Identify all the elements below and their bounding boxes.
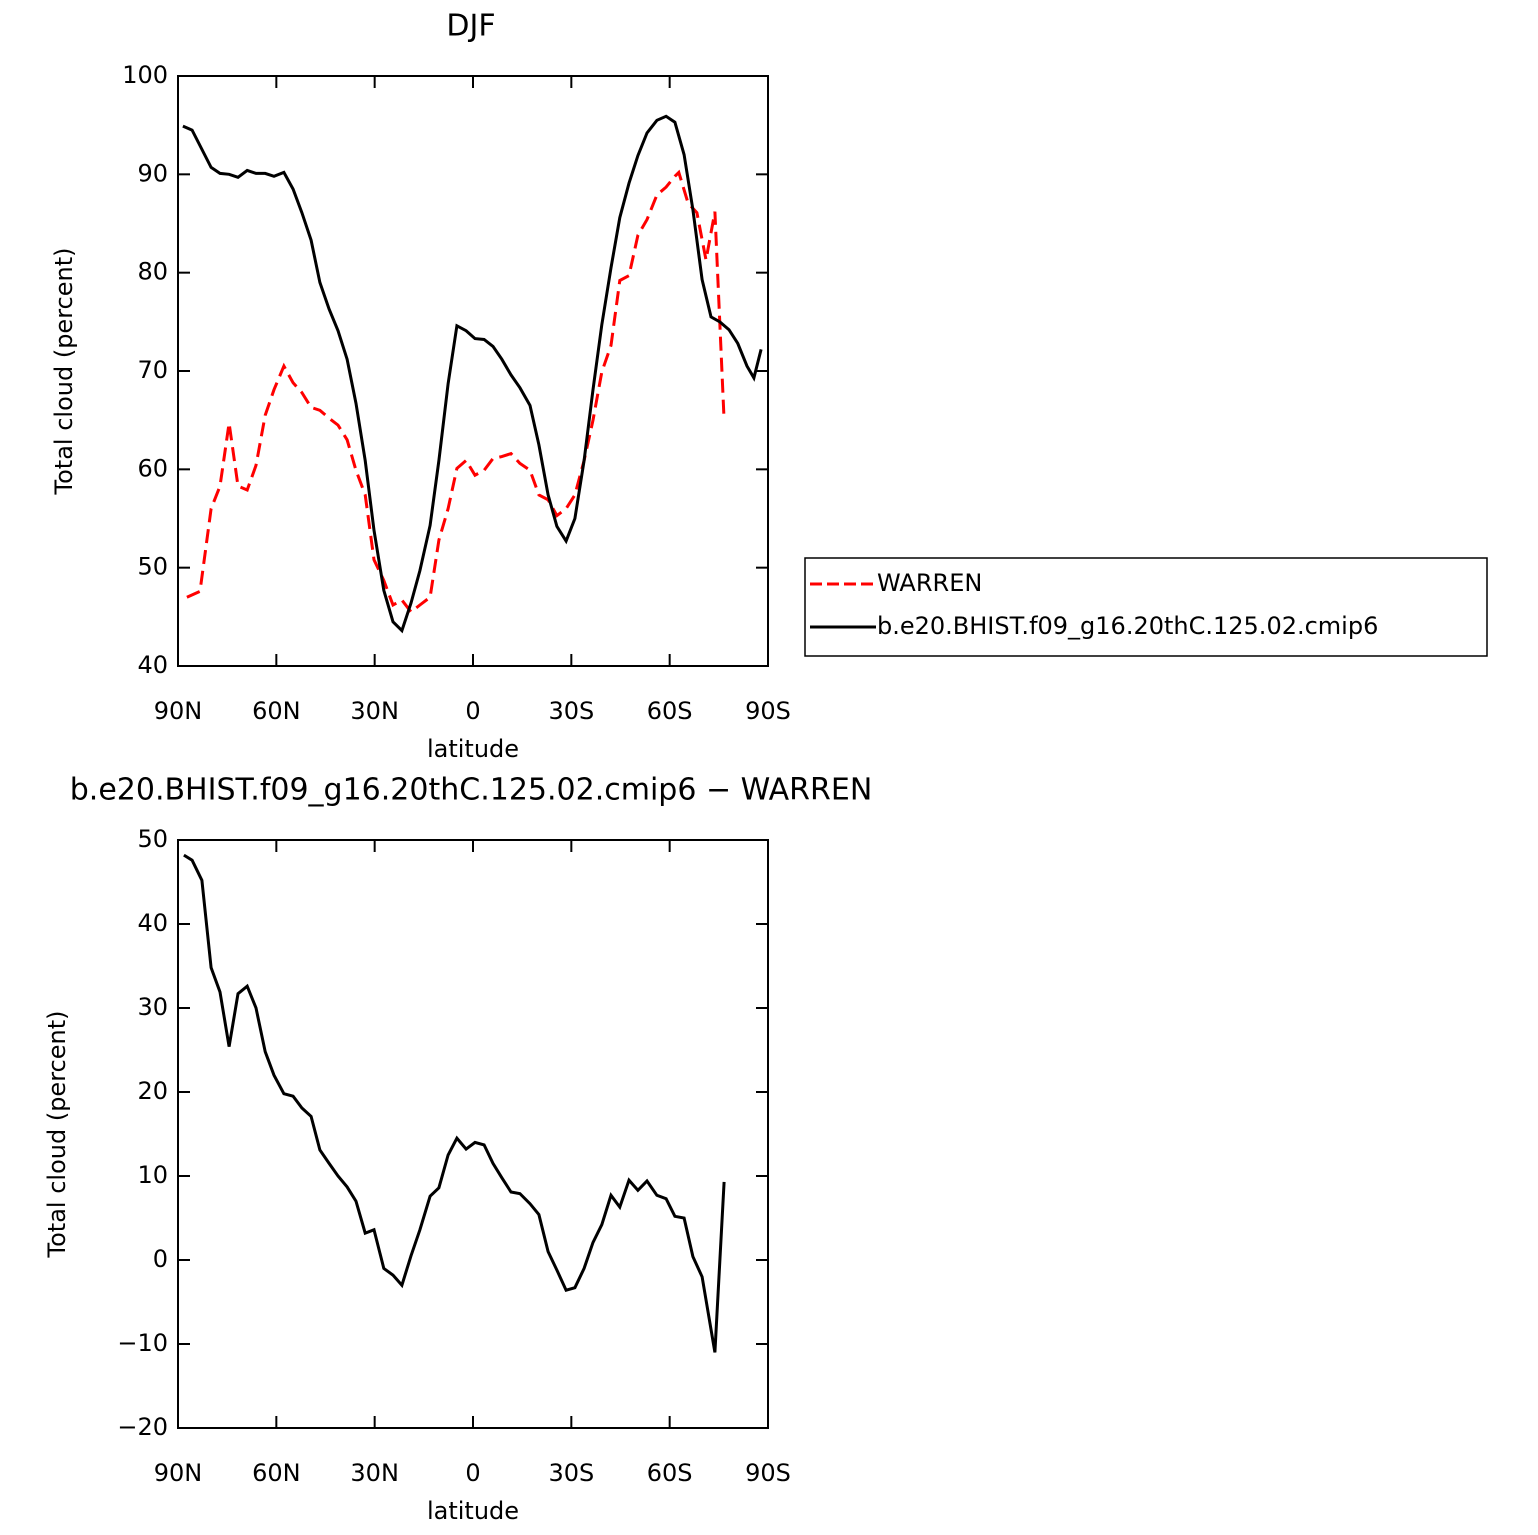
x-tick-label: 0 (465, 1459, 480, 1487)
y-tick-label: 30 (137, 993, 168, 1021)
x-tick-label: 90N (154, 697, 203, 725)
x-tick-label: 30N (350, 697, 399, 725)
x-tick-label: 60N (252, 1459, 301, 1487)
y-tick-label: 20 (137, 1077, 168, 1105)
y-tick-label: 70 (137, 356, 168, 384)
y-tick-label: 50 (137, 825, 168, 853)
x-axis-label: latitude (427, 1497, 519, 1525)
y-tick-label: 90 (137, 159, 168, 187)
x-tick-label: 90S (745, 697, 791, 725)
y-tick-label: 60 (137, 454, 168, 482)
x-axis-label: latitude (427, 735, 519, 763)
x-tick-label: 30S (548, 697, 594, 725)
x-tick-label: 60N (252, 697, 301, 725)
chart-title: b.e20.BHIST.f09_g16.20thC.125.02.cmip6 −… (70, 773, 873, 808)
y-tick-label: 40 (137, 651, 168, 679)
y-tick-label: 10 (137, 1161, 168, 1189)
x-tick-label: 90N (154, 1459, 203, 1487)
y-tick-label: 50 (137, 553, 168, 581)
y-axis-label: Total cloud (percent) (50, 248, 78, 496)
legend-box (804, 557, 1488, 657)
legend-label: WARREN (877, 569, 982, 597)
x-tick-label: 30N (350, 1459, 399, 1487)
y-tick-label: −10 (117, 1329, 168, 1357)
plot-frame (177, 75, 769, 667)
plot-frame (177, 839, 769, 1429)
y-tick-label: 0 (153, 1245, 168, 1273)
x-tick-label: 60S (647, 697, 693, 725)
y-tick-label: −20 (117, 1413, 168, 1441)
y-tick-label: 100 (122, 61, 168, 89)
data-line (186, 169, 726, 615)
y-tick-label: 40 (137, 909, 168, 937)
data-line (183, 853, 726, 1353)
y-tick-label: 80 (137, 258, 168, 286)
x-tick-label: 30S (548, 1459, 594, 1487)
x-tick-label: 60S (647, 1459, 693, 1487)
chart-title: DJF (446, 9, 495, 44)
data-line (182, 114, 763, 634)
legend-label: b.e20.BHIST.f09_g16.20thC.125.02.cmip6 (877, 612, 1378, 640)
y-axis-label: Total cloud (percent) (43, 1011, 71, 1259)
x-tick-label: 0 (465, 697, 480, 725)
x-tick-label: 90S (745, 1459, 791, 1487)
